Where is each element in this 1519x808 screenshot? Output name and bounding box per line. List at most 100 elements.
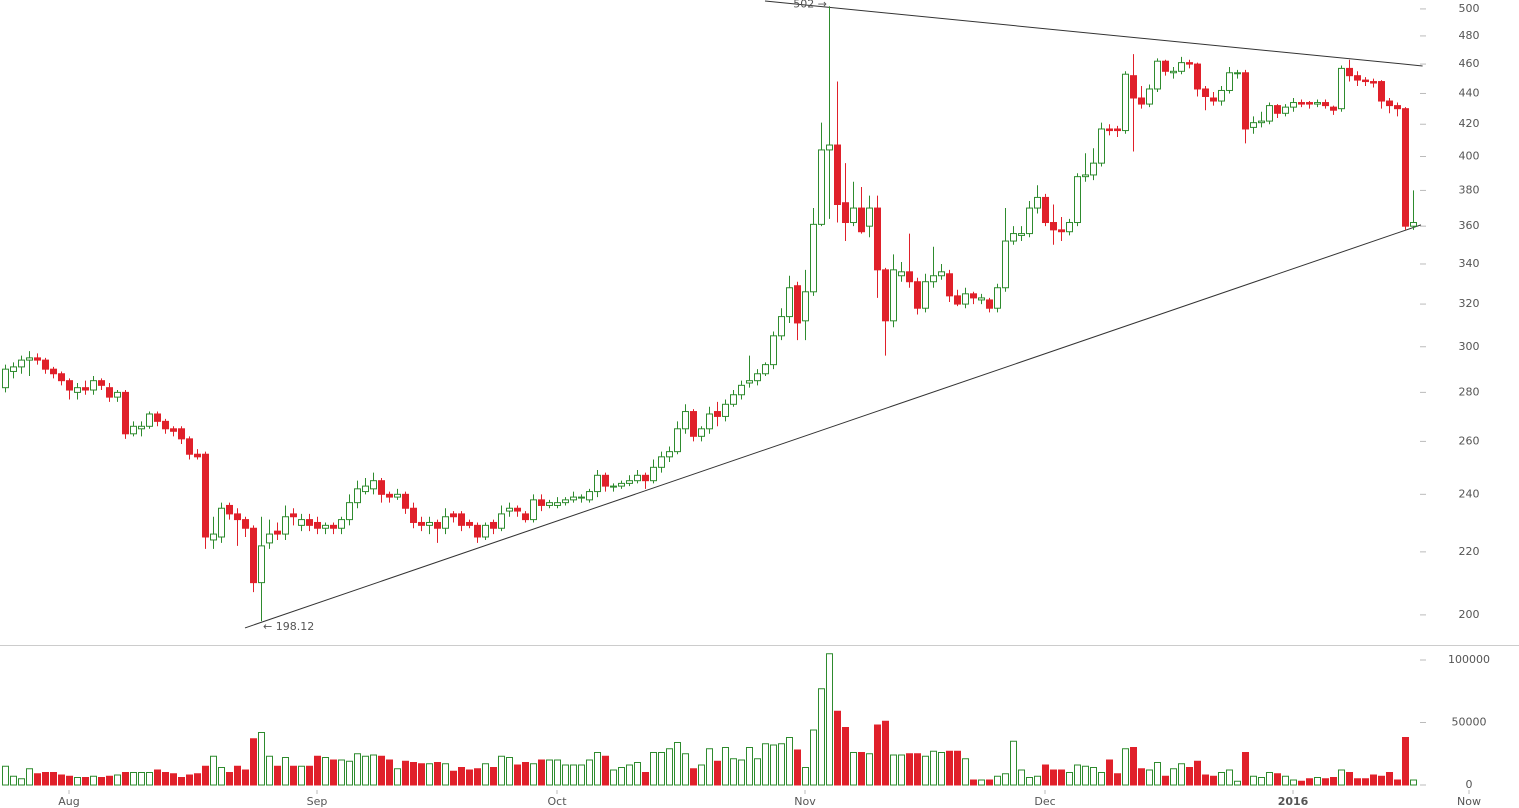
candle-body [690,411,697,437]
volume-bar [922,755,929,786]
candle-body [1386,100,1393,107]
volume-bar [1370,774,1377,786]
candle-body [994,287,1001,309]
volume-bar [698,764,705,786]
y-tick-label: 440 [1459,86,1480,99]
candle-body [194,453,201,458]
candle-body [1194,63,1201,90]
candle-body [930,275,937,283]
volume-bar [306,765,313,786]
candle-body [1042,196,1049,224]
candle-body [410,507,417,523]
volume-bar [498,755,505,786]
volume-bar [570,764,577,786]
volume-bar [522,762,529,786]
volume-bar [130,772,137,786]
candle-body [218,507,225,538]
candle-body [778,316,785,337]
volume-bar [938,752,945,786]
volume-bar [514,764,521,786]
candle-body [274,530,281,535]
candle-body [722,403,729,417]
candle-body [474,524,481,538]
volume-bar [946,750,953,786]
volume-bar [666,748,673,786]
candle-body [602,474,609,487]
candle-body [850,207,857,224]
candle-body [530,499,537,521]
candle-body [354,488,361,504]
candle-body [1210,97,1217,102]
volume-bar [386,759,393,786]
candle-body [1394,105,1401,110]
volume-bar [842,727,849,786]
candle-body [946,273,953,297]
volume-bar [1266,772,1273,786]
candle-body [762,364,769,375]
candle-body [418,521,425,526]
volume-bar [114,774,121,786]
volume-bar [330,759,337,786]
volume-bar [770,744,777,786]
candle-body [1250,122,1257,128]
volume-bar [210,755,217,786]
volume-bar [1074,764,1081,786]
volume-bar [1018,769,1025,786]
candle-body [698,428,705,437]
y-tick-label: 500 [1459,2,1480,15]
x-tick-label: Sep [307,795,328,808]
candle-body [314,521,321,529]
volume-bar [586,759,593,786]
y-tick-label: 380 [1459,183,1480,196]
volume-bar [434,762,441,786]
y-tick-label: 260 [1459,434,1480,447]
candle-body [122,391,129,435]
candle-body [306,519,313,526]
y-tick-label: 340 [1459,257,1480,270]
volume-bar [546,759,553,786]
volume-bar [754,758,761,786]
volume-bar [282,757,289,786]
candle-body [514,507,521,512]
volume-bar [834,710,841,786]
candle-body [610,485,617,488]
candle-body [10,366,17,372]
x-tick-label: Dec [1034,795,1055,808]
volume-bar [1130,747,1137,786]
volume-bar [786,737,793,786]
volume-bar [818,688,825,786]
candle-body [98,380,105,386]
candle-body [578,496,585,499]
candle-body [626,480,633,484]
volume-bar [314,755,321,786]
volume-bar [826,653,833,786]
volume-bar [1042,764,1049,786]
candle-body [66,380,73,391]
candle-body [42,359,49,370]
candle-body [1154,60,1161,90]
volume-bar [418,763,425,786]
candle-body [786,287,793,318]
volume-bar [634,762,641,786]
volume-bar [346,760,353,786]
candle-body [490,521,497,529]
candle-body [1058,229,1065,233]
volume-bar [530,763,537,786]
candle-body [466,521,473,526]
candle-body [1138,97,1145,105]
volume-bar [882,720,889,786]
volume-bar [858,752,865,786]
candle-body [810,223,817,293]
volume-bar [1234,780,1241,786]
volume-bar [594,752,601,786]
volume-bar [1290,779,1297,786]
candle-body [1378,81,1385,102]
volume-bar [162,772,169,786]
candle-body [426,521,433,526]
volume-bar [1098,772,1105,786]
candle-body [178,428,185,440]
volume-bar [1250,775,1257,786]
volume-bar [1162,775,1169,786]
